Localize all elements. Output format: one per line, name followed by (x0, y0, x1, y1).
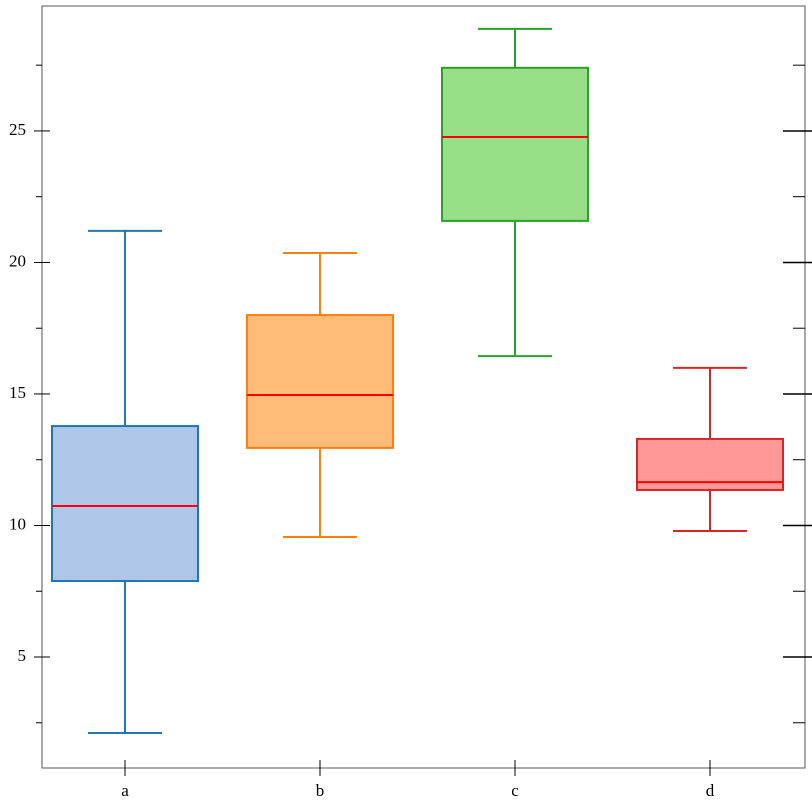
box (441, 66, 589, 222)
y-tick-label: 5 (18, 646, 27, 665)
box (51, 425, 199, 582)
plot-frame (41, 5, 806, 769)
y-tick-label: 10 (9, 514, 26, 533)
y-tick-label: 25 (9, 120, 26, 139)
x-tick-label: a (121, 781, 129, 800)
y-tick-label: 15 (9, 383, 26, 402)
box (246, 314, 394, 449)
x-tick-label: d (706, 781, 715, 800)
x-tick-label: b (316, 781, 325, 800)
y-tick-label: 20 (9, 251, 26, 270)
x-tick-label: c (511, 781, 519, 800)
